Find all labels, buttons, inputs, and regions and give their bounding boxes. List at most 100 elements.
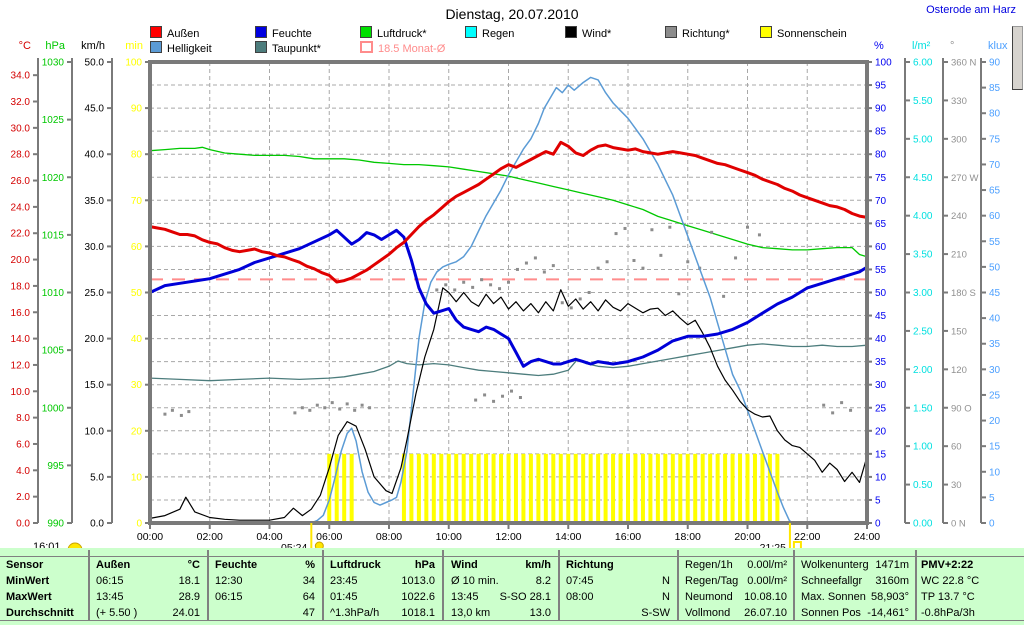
series-sonnenschein-bar [416,453,421,523]
series-richtung-dot [822,403,826,407]
table-row: ^1.3hPa/h 1018.1 [330,605,435,621]
table-cell-value: 34 [302,575,315,587]
series-richtung-dot [668,225,672,229]
table-cell-label: 13,0 km [451,607,491,619]
axis-tick-label: 35 [875,357,887,368]
table-col-luftdruck: Luftdruck hPa 23:45 1013.0 01:45 1022.6 ^1.3hP… [330,557,435,621]
series-sonnenschein-bar [558,453,563,523]
table-col-feuchte: Feuchte% 12:30 34 06:15 64 47 [215,557,315,621]
table-cell-label: Ø 10 min. [451,575,499,587]
legend-label: Feuchte [272,28,312,40]
axis-tick-label: 0 N [951,519,966,530]
legend-item-18-5-monat-[interactable]: 18.5 Monat-Ø [360,41,445,55]
series-richtung-dot [722,294,726,298]
axis-unit-label: klux [988,40,1008,52]
series-sonnenschein-bar [655,453,660,523]
table-row: PMV+2:22 [921,557,1017,573]
table-cell-value: 3160m [875,575,909,587]
table-row: Vollmond 26.07.10 [685,605,787,621]
table-cell-value: 0.00l/m² [747,575,787,587]
series-sonnenschein-bar [603,453,608,523]
series-richtung-dot [474,398,478,402]
axis-tick-label: 65 [989,186,1001,197]
table-divider-v [88,550,90,620]
series-sonnenschein-bar [349,453,354,523]
table-cell-value: S-SO 28.1 [499,591,551,603]
table-cell-label: (+ 5.50 ) [96,607,138,619]
series-richtung-dot [614,232,618,236]
series-richtung-dot [501,394,505,398]
series-sonnenschein-bar [618,453,623,523]
axis-tick-label: 4.00 [913,211,933,222]
axis-tick-label: 30.0 [85,242,105,253]
station-location[interactable]: Osterode am Harz [926,4,1016,16]
legend-swatch-icon [360,41,373,53]
axis-tick-label: 0 [136,519,142,530]
axis-tick-label: 3.00 [913,288,933,299]
legend-item-helligkeit[interactable]: Helligkeit [150,41,212,55]
table-cell-label: Wind [451,559,478,571]
series-richtung-dot [677,292,681,296]
series-richtung-dot [686,260,690,264]
axis-tick-label: 50 [989,262,1001,273]
legend-item-wind-[interactable]: Wind* [565,26,611,40]
axis-tick-label: 10.0 [85,426,105,437]
table-divider-v [322,550,324,620]
table-row: Max. Sonnen 58,903° [801,589,909,605]
legend-item-luftdruck-[interactable]: Luftdruck* [360,26,427,40]
x-tick-label: 12:00 [495,531,521,543]
table-cell-value: 1022.6 [401,591,435,603]
legend-item-regen[interactable]: Regen [465,26,514,40]
axis-unit-label: °C [19,40,31,52]
table-cell-value: 26.07.10 [744,607,787,619]
series-richtung-dot [462,280,466,284]
axis-tick-label: 50 [875,288,887,299]
axis-tick-label: 28.0 [11,150,31,161]
table-cell-value: 58,903° [870,591,909,603]
series-sonnenschein-bar [633,453,638,523]
axis-tick-label: 90 [875,104,887,115]
table-cell-label: MinWert [6,575,50,587]
table-divider-v [915,550,917,620]
series-sonnenschein-bar [454,453,459,523]
table-row: Sonnen Pos -14,461° [801,605,909,621]
axis-tick-label: 1020 [42,173,65,184]
table-row: Außen °C [96,557,200,573]
series-helligkeit [310,76,794,524]
x-tick-label: 02:00 [197,531,223,543]
series-richtung-dot [492,399,496,403]
series-sonnenschein-bar [640,453,645,523]
table-row: 13:45 28.9 [96,589,200,605]
series-richtung-dot [163,412,167,416]
series-sonnenschein-bar [513,453,518,523]
legend-item-sonnenschein[interactable]: Sonnenschein [760,26,847,40]
series-sonnenschein-bar [670,453,675,523]
table-row: Neumond 10.08.10 [685,589,787,605]
axis-tick-label: 360 N [951,58,976,69]
table-cell-label: Regen/Tag [685,575,739,587]
series-sonnenschein-bar [708,453,713,523]
legend-item-feuchte[interactable]: Feuchte [255,26,312,40]
series-sonnenschein-bar [693,453,698,523]
axis-tick-label: 150 [951,326,967,337]
series-richtung-dot [489,283,493,287]
table-row: Regen/1h 0.00l/m² [685,557,787,573]
legend-item-richtung-[interactable]: Richtung* [665,26,730,40]
legend-item-taupunkt-[interactable]: Taupunkt* [255,41,321,55]
table-row: Richtung [566,557,670,573]
series-sonnenschein-bar [723,453,728,523]
axis-tick-label: 90 O [951,403,972,414]
legend-item-au-en[interactable]: Außen [150,26,199,40]
axis-tick-label: 50 [131,288,143,299]
table-cell-value: 1471m [875,559,909,571]
axis-tick-label: 90 [131,104,143,115]
series-sonnenschein-bar [506,453,511,523]
series-richtung-dot [480,278,484,282]
axis-tick-label: 1030 [42,58,65,69]
scrollbar-thumb[interactable] [1012,26,1023,90]
axis-tick-label: 1010 [42,288,65,299]
series-richtung-dot [641,266,645,270]
series-sonnenschein-bar [543,453,548,523]
series-richtung-dot [300,406,304,410]
